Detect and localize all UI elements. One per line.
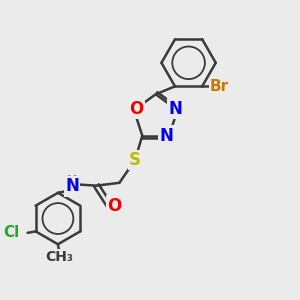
Text: H: H <box>67 174 77 187</box>
Text: CH₃: CH₃ <box>45 250 73 264</box>
Text: N: N <box>159 127 173 145</box>
Text: Br: Br <box>210 79 229 94</box>
Text: N: N <box>65 177 79 195</box>
Text: N: N <box>168 100 182 118</box>
Text: Cl: Cl <box>4 225 20 240</box>
Text: S: S <box>129 151 141 169</box>
Text: O: O <box>129 100 143 118</box>
Text: O: O <box>107 197 122 215</box>
